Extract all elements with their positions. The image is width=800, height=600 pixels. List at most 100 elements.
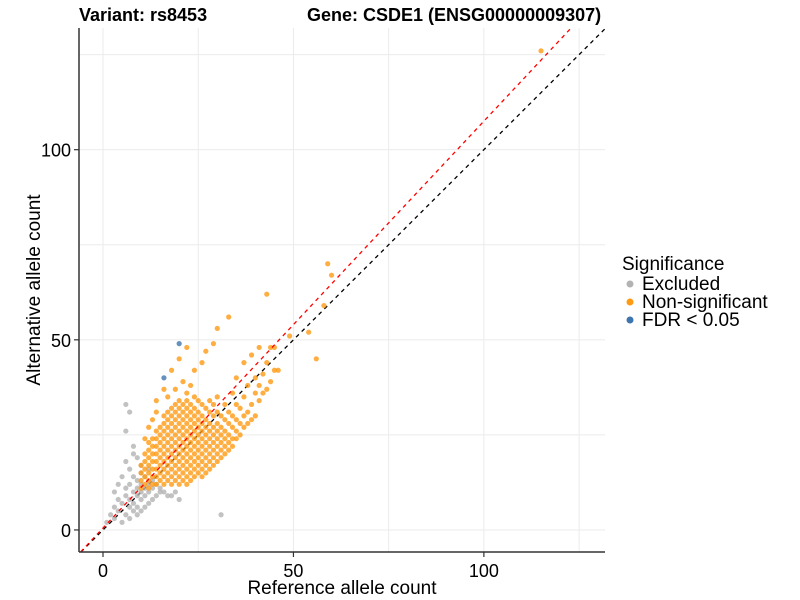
data-point — [226, 439, 232, 446]
fit-line — [80, 27, 572, 553]
data-point — [256, 344, 262, 351]
data-point — [161, 481, 167, 487]
data-point — [119, 519, 125, 525]
y-tick-label: 0 — [61, 521, 71, 541]
data-point — [226, 409, 232, 415]
data-point — [214, 325, 220, 332]
data-point — [538, 48, 544, 54]
data-point — [214, 420, 220, 427]
data-point — [142, 493, 148, 499]
data-point — [149, 436, 156, 442]
data-point — [157, 439, 163, 446]
data-point — [161, 420, 167, 427]
data-point — [165, 455, 171, 461]
data-point — [161, 436, 167, 442]
data-point — [153, 436, 159, 442]
data-point — [222, 417, 228, 423]
data-point — [210, 401, 217, 408]
data-point — [267, 344, 274, 351]
data-point — [130, 489, 137, 495]
data-point — [218, 424, 224, 430]
data-point — [161, 489, 167, 495]
data-point — [176, 420, 182, 427]
chart-title-gene: Gene: CSDE1 (ENSG00000009307) — [307, 5, 601, 25]
data-point — [176, 356, 182, 362]
data-point — [134, 512, 140, 518]
data-point — [157, 470, 163, 476]
data-point — [184, 481, 190, 487]
data-point — [271, 367, 277, 373]
grid — [79, 28, 605, 552]
data-point — [199, 451, 205, 457]
data-point — [134, 504, 140, 510]
data-point — [199, 428, 205, 434]
data-point — [226, 432, 232, 438]
ticks: 0 50 100 0 50 100 — [41, 141, 499, 581]
legend-label: FDR < 0.05 — [642, 310, 740, 331]
data-point — [184, 398, 190, 404]
data-point — [176, 436, 182, 442]
data-point — [153, 493, 159, 499]
data-point — [195, 462, 201, 468]
data-point — [207, 409, 213, 415]
data-point — [161, 443, 167, 449]
data-point — [313, 356, 319, 362]
data-point — [165, 394, 171, 400]
data-point — [199, 443, 205, 449]
data-point — [119, 474, 125, 480]
data-point — [187, 462, 194, 468]
data-point — [267, 379, 274, 385]
data-point — [233, 375, 239, 381]
data-point — [218, 439, 224, 446]
data-point — [157, 424, 163, 430]
data-point — [187, 401, 194, 408]
x-tick-label: 50 — [283, 561, 303, 581]
data-point — [138, 477, 144, 484]
data-point — [184, 413, 190, 419]
x-tick-label: 100 — [469, 561, 499, 581]
data-point — [153, 428, 159, 434]
data-point — [199, 420, 205, 427]
data-point — [241, 424, 247, 430]
data-point — [123, 493, 129, 499]
series-non-significant — [138, 48, 544, 491]
data-point — [165, 417, 171, 423]
data-point — [176, 458, 182, 465]
x-tick-label: 0 — [98, 561, 108, 581]
data-point — [180, 409, 186, 415]
data-point — [187, 417, 194, 423]
data-point — [153, 458, 159, 465]
data-point — [184, 428, 190, 434]
data-point — [149, 466, 156, 472]
data-point — [222, 436, 228, 442]
data-point — [218, 413, 224, 419]
data-point — [184, 420, 190, 427]
data-point — [127, 481, 133, 487]
data-point — [195, 398, 201, 404]
data-point — [157, 455, 163, 461]
data-point — [168, 443, 175, 449]
data-point — [187, 409, 194, 415]
data-point — [241, 413, 247, 419]
data-point — [146, 455, 152, 461]
data-point — [176, 413, 182, 419]
data-point — [165, 470, 171, 476]
data-point — [229, 436, 236, 442]
data-point — [203, 447, 209, 453]
data-point — [168, 405, 175, 411]
data-point — [214, 436, 220, 442]
data-point — [210, 424, 217, 430]
data-point — [168, 428, 175, 434]
data-point — [187, 477, 194, 484]
data-point — [233, 428, 239, 434]
data-point — [172, 489, 178, 495]
data-point — [108, 512, 114, 518]
data-point — [134, 493, 140, 499]
data-point — [180, 432, 186, 438]
data-point — [134, 477, 140, 484]
data-point — [153, 474, 159, 480]
data-point — [153, 443, 159, 449]
data-point — [180, 401, 186, 408]
data-point — [226, 314, 232, 320]
data-point — [195, 447, 201, 453]
